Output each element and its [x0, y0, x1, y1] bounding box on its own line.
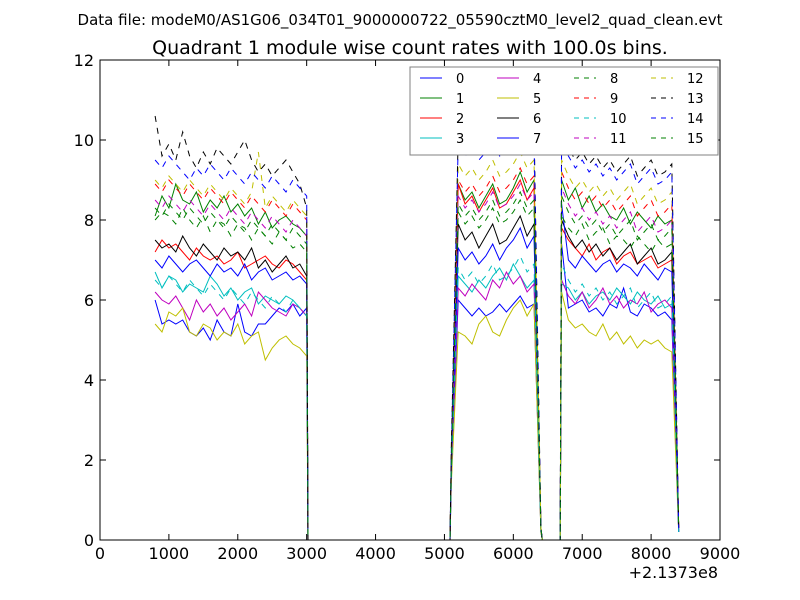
legend-label-7: 7 [533, 132, 541, 147]
legend-box [409, 66, 719, 156]
x-tick-label: 5000 [424, 544, 465, 563]
legend-label-8: 8 [610, 72, 618, 87]
x-tick-label: 1000 [149, 544, 190, 563]
legend-label-10: 10 [610, 112, 627, 127]
series-line-7 [154, 203, 680, 541]
legend-label-3: 3 [456, 132, 464, 147]
series-line-13 [154, 91, 680, 541]
legend-label-6: 6 [533, 112, 541, 127]
legend-label-2: 2 [456, 112, 464, 127]
series-line-2 [154, 178, 680, 541]
y-tick-label: 10 [74, 131, 94, 150]
series-line-15 [154, 190, 680, 541]
series-line-14 [154, 130, 680, 541]
figure-suptitle: Data file: modeM0/AS1G06_034T01_90000007… [78, 11, 723, 30]
x-tick-label: 8000 [631, 544, 672, 563]
series-line-12 [154, 150, 680, 541]
chart-title: Quadrant 1 module wise count rates with … [152, 37, 668, 59]
series-line-1 [154, 170, 680, 541]
y-tick-label: 6 [84, 291, 94, 310]
x-tick-label: 3000 [286, 544, 327, 563]
series-line-11 [154, 182, 680, 541]
y-tick-label: 4 [84, 371, 94, 390]
x-offset-label: +2.1373e8 [629, 563, 718, 582]
legend-label-14: 14 [687, 112, 704, 127]
y-tick-label: 2 [84, 451, 94, 470]
x-tick-label: 6000 [493, 544, 534, 563]
legend-label-0: 0 [456, 72, 464, 87]
series-line-6 [154, 214, 680, 541]
x-axis: 0 1000 2000 3000 4000 5000 6000 7000 8000 9000 [95, 60, 740, 563]
series-line-4 [154, 270, 680, 541]
x-tick-label: 9000 [700, 544, 741, 563]
series-line-8 [154, 198, 680, 541]
plot-lines [154, 91, 680, 541]
y-tick-label: 0 [84, 531, 94, 550]
series-line-3 [154, 262, 680, 541]
series-line-0 [154, 243, 680, 541]
legend-label-13: 13 [687, 92, 704, 107]
series-line-10 [154, 254, 680, 541]
legend-label-1: 1 [456, 92, 464, 107]
legend-label-9: 9 [610, 92, 618, 107]
x-tick-label: 0 [95, 544, 105, 563]
y-tick-label: 12 [74, 51, 94, 70]
x-tick-label: 4000 [355, 544, 396, 563]
legend-label-4: 4 [533, 72, 541, 87]
x-tick-label: 7000 [562, 544, 603, 563]
legend-label-12: 12 [687, 72, 704, 87]
legend-label-5: 5 [533, 92, 541, 107]
legend-label-15: 15 [687, 132, 704, 147]
series-line-5 [154, 291, 680, 541]
legend-label-11: 11 [610, 132, 627, 147]
x-tick-label: 2000 [217, 544, 258, 563]
y-tick-label: 8 [84, 211, 94, 230]
series-line-9 [154, 166, 680, 541]
